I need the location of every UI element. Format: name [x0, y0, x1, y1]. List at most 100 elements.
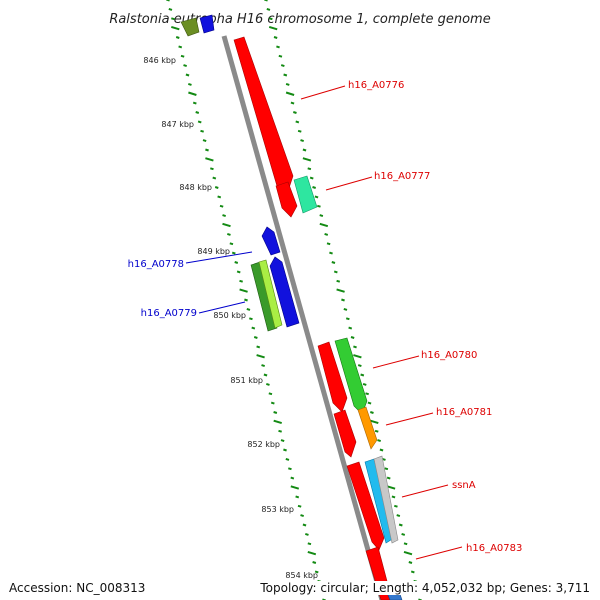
tick-mark: [192, 101, 197, 105]
tick-mark: [302, 157, 312, 162]
tick-mark: [202, 139, 207, 143]
tick-mark: [239, 288, 248, 293]
tick-mark: [319, 222, 329, 228]
gene-feature: [269, 256, 300, 328]
tick-mark: [348, 326, 353, 330]
gene-label-h16-a0778[interactable]: h16_A0778: [128, 259, 184, 270]
gene-feature: [275, 181, 298, 218]
kbp-label: 848 kbp: [179, 183, 212, 192]
tick-mark: [403, 550, 413, 556]
tick-mark: [205, 157, 214, 162]
tick-mark: [391, 495, 396, 499]
tick-mark: [210, 167, 214, 171]
tick-mark: [398, 523, 403, 527]
tick-mark: [365, 392, 369, 396]
tick-mark: [290, 476, 295, 480]
tick-mark: [263, 373, 268, 377]
gene-labels: h16_A0776 h16_A0777 h16_A0778 h16_A0779 …: [128, 80, 522, 560]
tick-mark: [261, 364, 265, 368]
tick-mark: [273, 419, 282, 425]
tick-mark: [266, 382, 270, 386]
tick-mark: [278, 429, 282, 433]
tick-mark: [178, 45, 183, 49]
tick-mark: [280, 439, 285, 443]
tick-mark: [307, 542, 312, 546]
tick-mark: [336, 279, 341, 283]
tick-mark: [379, 448, 384, 452]
tick-mark: [288, 467, 292, 471]
tick-mark: [253, 336, 258, 339]
gene-label-h16-a0779[interactable]: h16_A0779: [141, 308, 197, 319]
kbp-label: 850 kbp: [213, 311, 246, 320]
chromosome-backbone: [221, 35, 385, 600]
tick-mark: [236, 270, 241, 274]
tick-mark: [324, 232, 329, 236]
tick-mark: [183, 64, 187, 68]
tick-mark: [251, 326, 256, 330]
gene-feature: [180, 17, 200, 37]
gene-feature: [233, 36, 294, 192]
tick-mark: [197, 120, 202, 124]
gene-feature: [293, 175, 318, 214]
tick-mark: [326, 242, 331, 246]
tick-mark: [205, 148, 209, 152]
tick-mark: [171, 17, 175, 21]
tick-mark: [273, 36, 278, 39]
tick-mark: [312, 561, 317, 564]
tick-mark: [219, 204, 224, 208]
tick-mark: [222, 222, 231, 228]
tick-mark: [270, 401, 275, 405]
tick-mark: [180, 54, 185, 58]
gene-feature: [357, 406, 378, 450]
tick-mark: [185, 73, 190, 77]
kbp-label: 847 kbp: [161, 120, 194, 129]
tick-mark: [285, 91, 295, 96]
tick-mark: [283, 448, 287, 452]
tick-mark: [319, 214, 324, 218]
tick-mark: [166, 0, 170, 2]
tick-mark: [278, 54, 283, 58]
tick-mark: [273, 411, 278, 414]
gene-feature: [333, 409, 357, 458]
tick-mark: [353, 345, 357, 349]
tick-mark: [331, 261, 336, 264]
tick-mark: [362, 382, 367, 386]
tick-mark: [264, 0, 268, 2]
kbp-label: 851 kbp: [230, 376, 263, 385]
tick-mark: [293, 111, 297, 114]
tick-mark: [295, 495, 300, 499]
tick-mark: [231, 251, 236, 255]
tick-mark: [370, 411, 374, 414]
gene-label-h16-a0776[interactable]: h16_A0776: [348, 80, 404, 91]
gene-label-ssna[interactable]: ssnA: [452, 480, 476, 491]
tick-mark: [353, 354, 362, 359]
tick-mark: [302, 523, 307, 527]
tick-mark: [214, 186, 219, 189]
gene-feature: [373, 455, 399, 544]
tick-mark: [168, 7, 173, 11]
tick-mark: [276, 45, 280, 49]
tick-mark: [333, 270, 338, 274]
tick-mark: [212, 176, 217, 180]
tick-mark: [401, 532, 406, 536]
tick-mark: [343, 307, 348, 311]
gene-label-h16-a0781[interactable]: h16_A0781: [436, 407, 492, 418]
forward-genes: [233, 36, 403, 600]
gene-feature: [346, 461, 385, 551]
tick-mark: [396, 514, 401, 518]
tick-mark: [283, 73, 288, 77]
tick-mark: [386, 485, 396, 490]
gene-label-h16-a0783[interactable]: h16_A0783: [466, 543, 522, 554]
tick-mark: [300, 139, 304, 143]
accession-text: Accession: NC_008313: [9, 581, 146, 595]
tick-mark: [336, 288, 345, 293]
tick-mark: [295, 120, 300, 124]
tick-mark: [246, 307, 251, 311]
tick-mark: [394, 504, 398, 508]
kbp-label: 849 kbp: [197, 247, 230, 256]
position-ticks: 846 kbp 847 kbp 848 kbp 849 kbp 850 kbp …: [143, 56, 318, 580]
gene-label-h16-a0780[interactable]: h16_A0780: [421, 350, 477, 361]
gene-label-h16-a0777[interactable]: h16_A0777: [374, 171, 430, 182]
tick-mark: [244, 298, 248, 302]
gene-feature: [199, 14, 215, 34]
